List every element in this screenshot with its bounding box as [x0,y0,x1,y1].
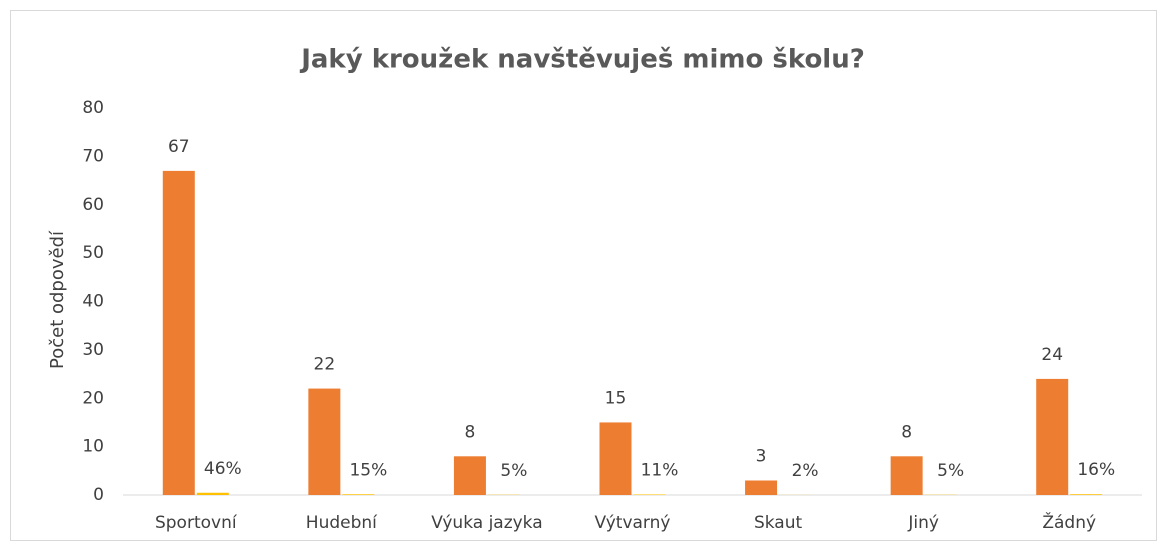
data-label: 46% [204,459,242,479]
x-tick-label: Výtvarný [595,513,671,533]
y-axis-label: Počet odpovědí [47,230,68,369]
x-tick-label: Žádný [1042,511,1096,533]
y-tick-label: 30 [82,340,104,360]
data-label: 3 [756,446,767,466]
bar [745,480,778,495]
data-label: 15 [605,388,627,408]
data-label: 5% [500,461,527,481]
data-label: 5% [937,461,964,481]
y-tick-label: 50 [82,243,104,263]
x-tick-label: Sportovní [155,513,238,533]
y-tick-label: 0 [93,485,104,505]
bar [1036,378,1069,495]
y-tick-label: 10 [82,437,104,457]
data-label: 67 [168,137,190,157]
y-tick-label: 60 [82,195,104,215]
bar [162,170,195,495]
bar [342,494,375,495]
x-tick-label: Skaut [754,513,803,533]
data-label: 24 [1041,345,1063,365]
data-label: 8 [901,422,912,442]
data-label: 15% [349,460,387,480]
bar [890,456,923,495]
bar [599,422,632,495]
chart-title: Jaký kroužek navštěvuješ mimo školu? [299,45,865,75]
bar [308,388,341,495]
x-tick-label: Výuka jazyka [431,513,542,533]
data-label: 2% [792,461,819,481]
data-label: 16% [1077,460,1115,480]
data-label: 11% [641,460,679,480]
data-label: 8 [465,422,476,442]
bar [633,494,666,495]
chart-border [10,10,1157,541]
y-tick-label: 20 [82,388,104,408]
y-tick-label: 70 [82,146,104,166]
y-tick-label: 80 [82,98,104,118]
data-label: 22 [314,355,336,375]
bar [196,492,229,495]
x-tick-label: Hudební [306,513,378,533]
bar [1070,494,1103,495]
y-tick-label: 40 [82,292,104,312]
bar [453,456,486,495]
x-tick-label: Jiný [907,513,939,533]
